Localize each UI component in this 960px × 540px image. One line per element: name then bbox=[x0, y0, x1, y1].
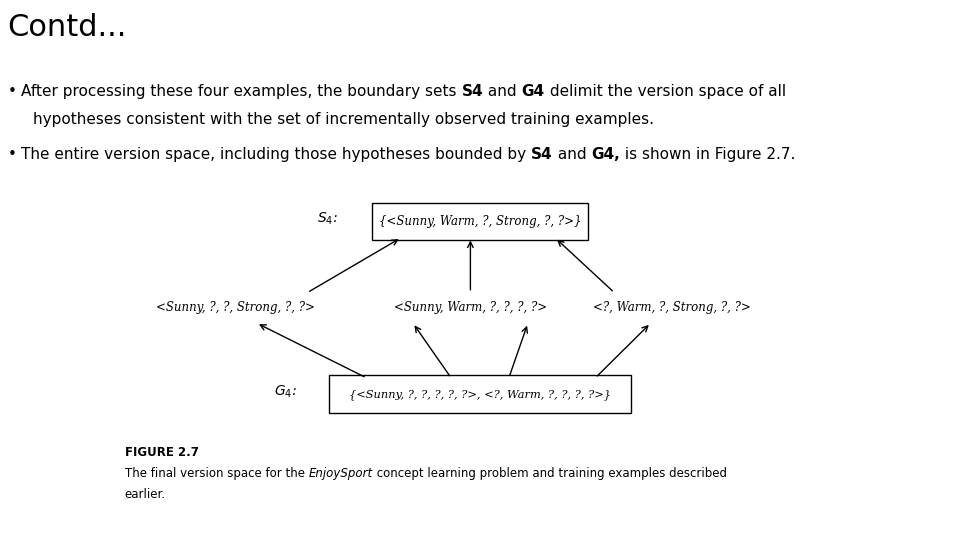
Text: {<Sunny, Warm, ?, Strong, ?, ?>}: {<Sunny, Warm, ?, Strong, ?, ?>} bbox=[379, 215, 581, 228]
Text: <?, Warm, ?, Strong, ?, ?>: <?, Warm, ?, Strong, ?, ?> bbox=[593, 301, 751, 314]
Text: The final version space for the: The final version space for the bbox=[125, 467, 308, 480]
Text: and: and bbox=[553, 147, 591, 162]
Text: hypotheses consistent with the set of incrementally observed training examples.: hypotheses consistent with the set of in… bbox=[33, 112, 654, 127]
Text: $G_4$:: $G_4$: bbox=[275, 383, 298, 400]
Text: G4,: G4, bbox=[591, 147, 620, 162]
Text: S4: S4 bbox=[462, 84, 483, 99]
Text: •: • bbox=[8, 147, 16, 162]
Text: •: • bbox=[8, 84, 16, 99]
Text: delimit the version space of all: delimit the version space of all bbox=[544, 84, 786, 99]
Text: is shown in Figure 2.7.: is shown in Figure 2.7. bbox=[620, 147, 796, 162]
Text: S4: S4 bbox=[531, 147, 553, 162]
Text: G4: G4 bbox=[521, 84, 544, 99]
Text: $S_4$:: $S_4$: bbox=[317, 211, 339, 227]
Text: concept learning problem and training examples described: concept learning problem and training ex… bbox=[372, 467, 727, 480]
Text: EnjoySport: EnjoySport bbox=[308, 467, 372, 480]
Text: <Sunny, Warm, ?, ?, ?, ?>: <Sunny, Warm, ?, ?, ?, ?> bbox=[394, 301, 547, 314]
FancyBboxPatch shape bbox=[372, 202, 588, 240]
Text: The entire version space, including those hypotheses bounded by: The entire version space, including thos… bbox=[21, 147, 531, 162]
Text: earlier.: earlier. bbox=[125, 488, 166, 501]
Text: FIGURE 2.7: FIGURE 2.7 bbox=[125, 446, 199, 458]
Text: and: and bbox=[483, 84, 521, 99]
Text: <Sunny, ?, ?, Strong, ?, ?>: <Sunny, ?, ?, Strong, ?, ?> bbox=[156, 301, 315, 314]
Text: Contd...: Contd... bbox=[8, 14, 127, 43]
FancyBboxPatch shape bbox=[328, 375, 632, 413]
Text: {<Sunny, ?, ?, ?, ?, ?>, <?, Warm, ?, ?, ?, ?>}: {<Sunny, ?, ?, ?, ?, ?>, <?, Warm, ?, ?,… bbox=[349, 389, 611, 400]
Text: After processing these four examples, the boundary sets: After processing these four examples, th… bbox=[21, 84, 462, 99]
